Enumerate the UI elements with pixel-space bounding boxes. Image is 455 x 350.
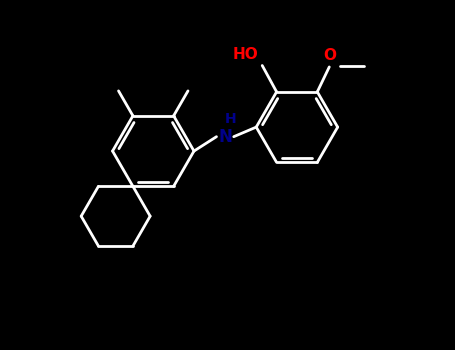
Text: HO: HO	[233, 47, 258, 62]
Text: O: O	[323, 48, 336, 63]
Text: H: H	[225, 112, 237, 126]
Text: N: N	[218, 128, 232, 146]
